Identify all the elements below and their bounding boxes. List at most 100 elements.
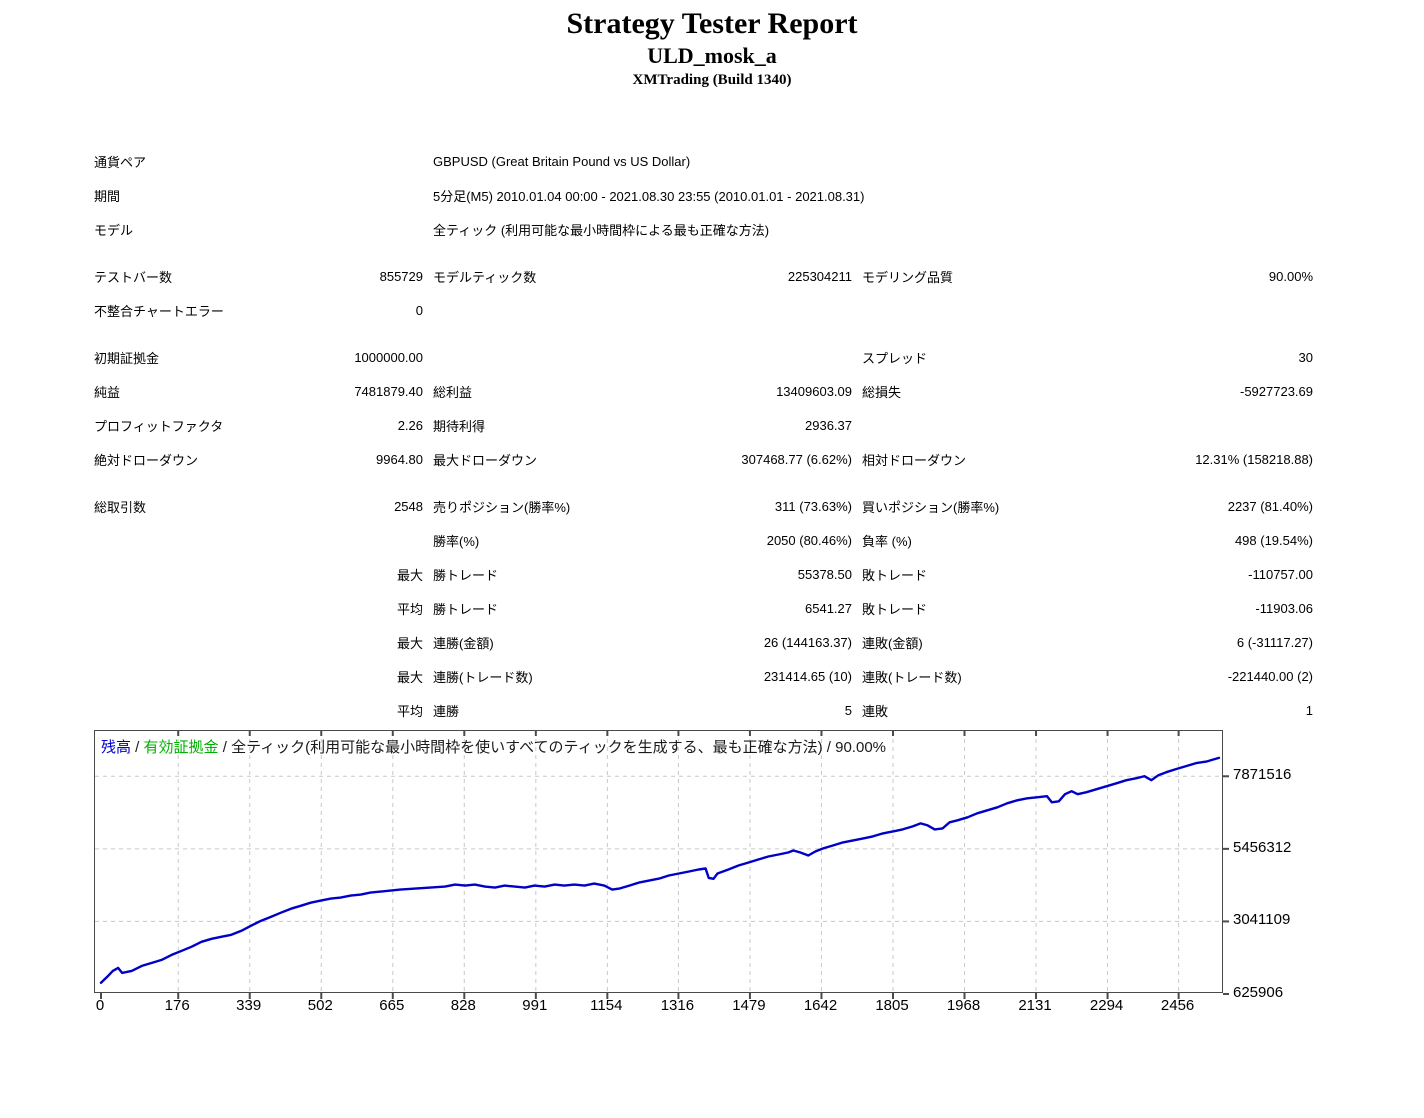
x-axis-label: 1316 — [660, 997, 695, 1014]
row-value: -110757.00 — [1248, 566, 1313, 582]
row-sublabel: 平均 — [396, 703, 423, 719]
row-label: テストバー数 — [94, 269, 173, 285]
table-row-deposit: 初期証拠金 1000000.00 スプレッド 30 — [94, 340, 1313, 374]
x-axis-label: 1154 — [590, 997, 623, 1014]
table-row-period: 期間 5分足(M5) 2010.01.04 00:00 - 2021.08.30… — [94, 178, 1313, 212]
row-label: 敗トレード — [862, 567, 928, 583]
table-row-symbol: 通貨ペア GBPUSD (Great Britain Pound vs US D… — [94, 144, 1313, 178]
x-axis-label: 665 — [379, 997, 405, 1014]
stats-table: 通貨ペア GBPUSD (Great Britain Pound vs US D… — [94, 144, 1313, 727]
row-label: 総損失 — [862, 384, 902, 400]
row-value: 12.31% (158218.88) — [1195, 451, 1313, 467]
chart-legend: 残高 / 有効証拠金 / 全ティック(利用可能な最小時間枠を使いすべてのティック… — [101, 739, 886, 756]
x-axis-label: 1479 — [732, 997, 766, 1014]
row-label: スプレッド — [862, 350, 928, 366]
row-value: 307468.77 (6.62%) — [741, 451, 852, 467]
row-value: 全ティック (利用可能な最小時間枠による最も正確な方法) — [433, 222, 770, 238]
y-axis-label: 3041109 — [1233, 911, 1291, 929]
y-axis-labels: 625906 3041109 5456312 7871516 — [1233, 730, 1353, 1010]
row-value: 225304211 — [787, 268, 852, 284]
row-label: 勝トレード — [433, 601, 499, 617]
x-axis-label: 828 — [450, 997, 476, 1014]
x-axis-label: 502 — [307, 997, 333, 1014]
row-value: 2050 (80.46%) — [766, 532, 852, 548]
row-value: GBPUSD (Great Britain Pound vs US Dollar… — [433, 153, 691, 169]
row-label: 連敗(金額) — [862, 635, 923, 651]
x-axis-label: 991 — [522, 997, 548, 1014]
legend-model: 全ティック(利用可能な最小時間枠を使いすべてのティックを生成する、最も正確な方法… — [231, 739, 823, 756]
page-title: Strategy Tester Report — [566, 7, 858, 40]
row-label: 最大ドローダウン — [433, 452, 538, 468]
y-axis-label: 7871516 — [1233, 766, 1292, 784]
row-label: 連勝 — [433, 703, 460, 719]
row-label: 買いポジション(勝率%) — [862, 499, 1000, 515]
table-row-totaltrades: 総取引数 2548 売りポジション(勝率%) 311 (73.63%) 買いポジ… — [94, 489, 1313, 523]
row-value: 498 (19.54%) — [1234, 532, 1313, 548]
row-sublabel: 最大 — [396, 635, 423, 651]
row-value: 7481879.40 — [354, 383, 423, 399]
row-value: 30 — [1298, 349, 1313, 365]
row-value: 2237 (81.40%) — [1227, 498, 1313, 514]
row-sublabel: 最大 — [396, 567, 423, 583]
row-label: 通貨ペア — [94, 154, 147, 170]
row-label: 連敗(トレード数) — [862, 669, 962, 685]
table-row-average-trade: 平均 勝トレード 6541.27 敗トレード -11903.06 — [94, 591, 1313, 625]
row-label: モデル — [94, 222, 134, 238]
balance-curve — [99, 756, 1221, 985]
equity-chart: 残高 / 有効証拠金 / 全ティック(利用可能な最小時間枠を使いすべてのティック… — [94, 730, 1229, 999]
row-value: 90.00% — [1268, 268, 1313, 284]
table-row-mismatch: 不整合チャートエラー 0 — [94, 293, 1313, 327]
row-label: 連敗 — [862, 703, 889, 719]
x-axis-label: 1805 — [875, 997, 909, 1014]
table-row-consecutive-amount: 最大 連勝(金額) 26 (144163.37) 連敗(金額) 6 (-3111… — [94, 625, 1313, 659]
row-value: -11903.06 — [1255, 600, 1313, 616]
x-axis-labels: 0 176 339 502 665 828 991 1154 1316 1479 1642 1805 1… — [94, 997, 1223, 1021]
row-value: 55378.50 — [797, 566, 852, 582]
row-sublabel: 最大 — [396, 669, 423, 685]
row-label: 負率 (%) — [862, 533, 912, 549]
x-axis-label: 2456 — [1160, 997, 1195, 1014]
legend-quality: 90.00% — [835, 739, 886, 756]
row-label: 売りポジション(勝率%) — [433, 499, 571, 515]
row-label: 初期証拠金 — [94, 350, 160, 366]
x-axis-label: 1642 — [803, 997, 838, 1014]
row-label: 不整合チャートエラー — [94, 303, 224, 319]
row-value: 311 (73.63%) — [774, 498, 852, 514]
x-axis-label: 176 — [164, 997, 190, 1014]
row-value: -221440.00 (2) — [1227, 668, 1313, 684]
row-value: 855729 — [379, 268, 423, 284]
y-axis-label: 5456312 — [1233, 838, 1292, 856]
table-row-winrate: 勝率(%) 2050 (80.46%) 負率 (%) 498 (19.54%) — [94, 523, 1313, 557]
row-label: 勝トレード — [433, 567, 499, 583]
x-axis-label: 2131 — [1018, 997, 1052, 1014]
row-value: 5分足(M5) 2010.01.04 00:00 - 2021.08.30 23… — [433, 188, 865, 204]
row-value: 26 (144163.37) — [763, 634, 852, 650]
legend-balance: 残高 — [101, 739, 132, 756]
y-axis-label: 625906 — [1233, 984, 1284, 1001]
row-sublabel: 平均 — [396, 601, 423, 617]
row-label: モデリング品質 — [862, 269, 954, 285]
row-label: 連勝(金額) — [433, 635, 494, 651]
row-label: 勝率(%) — [433, 533, 480, 549]
x-axis-label: 0 — [95, 997, 105, 1014]
row-value: 2936.37 — [805, 417, 852, 433]
row-label: 総利益 — [433, 384, 473, 400]
table-row-model: モデル 全ティック (利用可能な最小時間枠による最も正確な方法) — [94, 212, 1313, 246]
row-value: 6 (-31117.27) — [1236, 634, 1313, 650]
row-label: 期間 — [94, 188, 121, 204]
equity-curve-svg — [95, 731, 1229, 999]
x-axis-label: 339 — [236, 997, 262, 1014]
row-label: 期待利得 — [433, 418, 486, 434]
row-label: 純益 — [94, 384, 121, 400]
table-row-consecutive-count: 最大 連勝(トレード数) 231414.65 (10) 連敗(トレード数) -2… — [94, 659, 1313, 693]
row-value: 1000000.00 — [354, 349, 423, 365]
table-row-netprofit: 純益 7481879.40 総利益 13409603.09 総損失 -59277… — [94, 374, 1313, 408]
table-row-average-consecutive: 平均 連勝 5 連敗 1 — [94, 693, 1313, 727]
table-row-profitfactor: プロフィットファクタ 2.26 期待利得 2936.37 — [94, 408, 1313, 442]
row-value: 2548 — [394, 498, 423, 514]
row-value: 13409603.09 — [776, 383, 852, 399]
row-value: 9964.80 — [376, 451, 423, 467]
legend-equity: 有効証拠金 — [143, 739, 219, 756]
report-header: Strategy Tester Report ULD_mosk_a XMTrad… — [0, 6, 1424, 90]
row-label: 絶対ドローダウン — [94, 452, 199, 468]
